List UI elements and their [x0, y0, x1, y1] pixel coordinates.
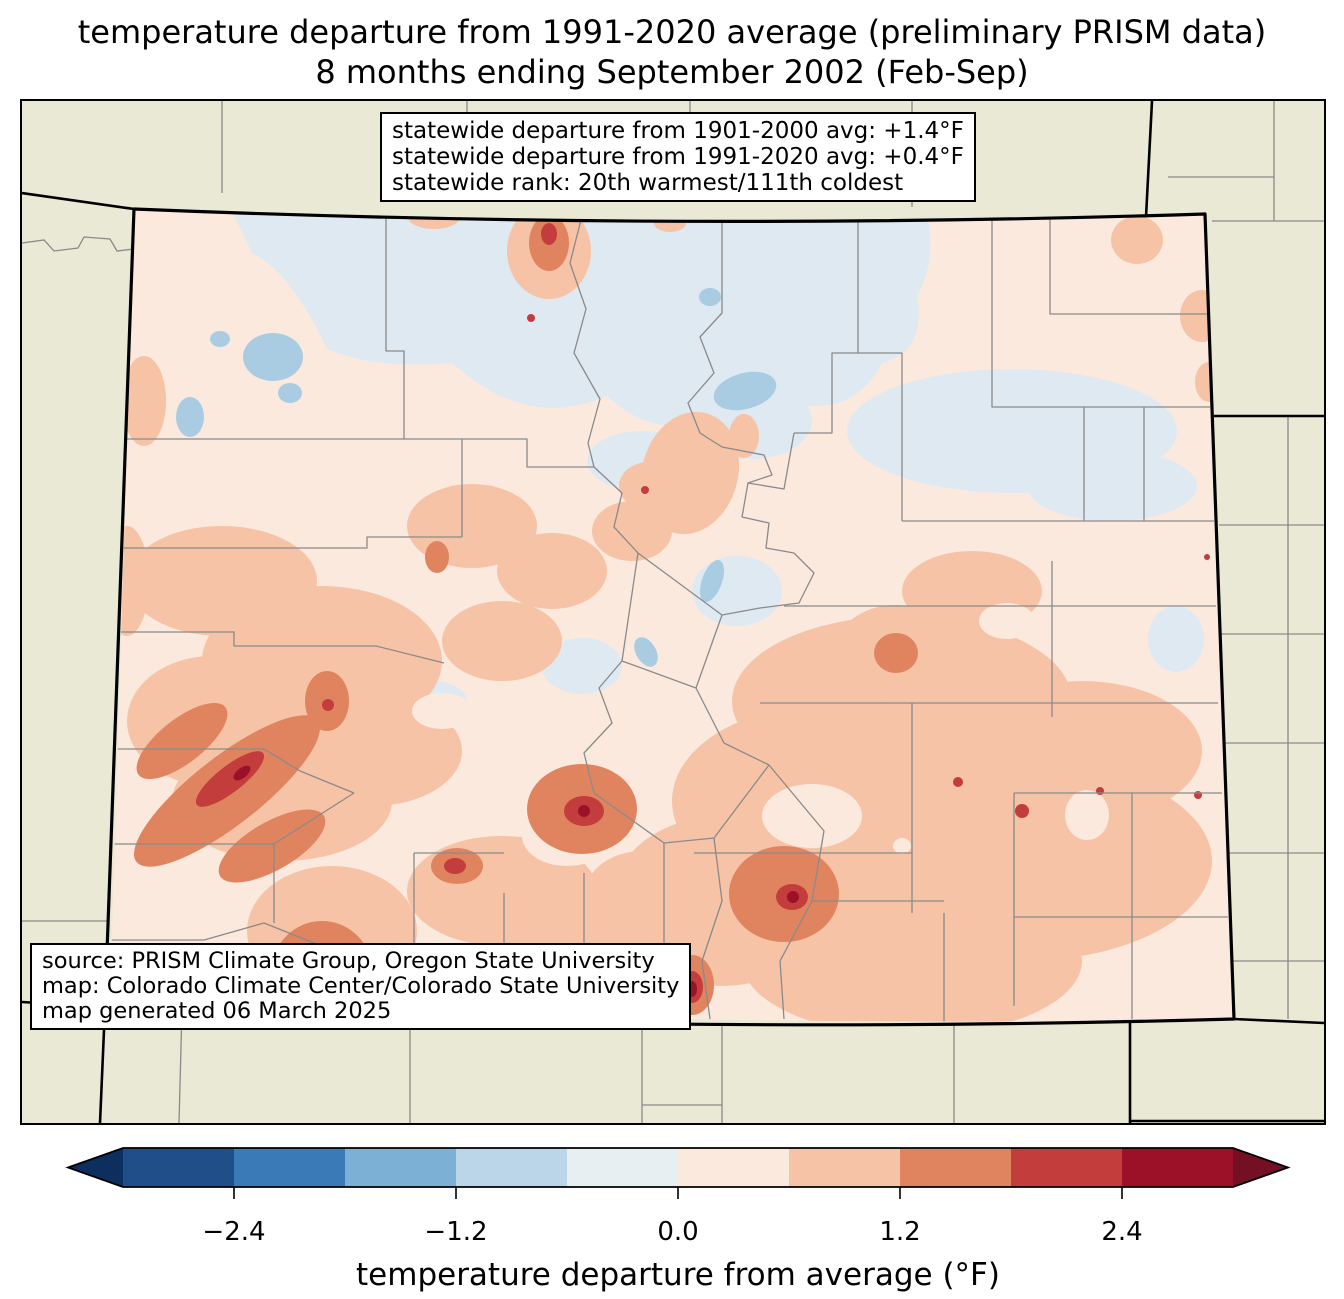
neighbor-county-lines	[22, 101, 1324, 1123]
stats-line-3: statewide rank: 20th warmest/111th colde…	[392, 170, 904, 196]
source-line-3: map generated 06 March 2025	[42, 998, 392, 1024]
colorbar-segment	[789, 1148, 901, 1187]
colorbar-segment	[567, 1148, 679, 1187]
colorbar-tick-label: −1.2	[424, 1217, 487, 1247]
figure-title: temperature departure from 1991-2020 ave…	[0, 12, 1344, 92]
source-attribution-box: source: PRISM Climate Group, Oregon Stat…	[30, 943, 692, 1030]
colorbar-segment	[1011, 1148, 1123, 1187]
map-axes: statewide departure from 1901-2000 avg: …	[20, 99, 1326, 1125]
colorbar-segment	[900, 1148, 1012, 1187]
colorbar-tick-label: 1.2	[879, 1217, 920, 1247]
stats-line-1: statewide departure from 1901-2000 avg: …	[392, 118, 964, 144]
colorbar-scale	[65, 1147, 1291, 1188]
statewide-stats-box: statewide departure from 1901-2000 avg: …	[380, 112, 976, 202]
colorbar-tick-label: 2.4	[1101, 1217, 1142, 1247]
colorbar-axis-label: temperature departure from average (°F)	[356, 1257, 1000, 1293]
colorbar-segment	[123, 1148, 235, 1187]
colorbar-under-arrow	[68, 1148, 123, 1187]
source-line-1: source: PRISM Climate Group, Oregon Stat…	[42, 948, 655, 974]
colorbar-over-arrow	[1233, 1148, 1288, 1187]
colorbar-segment	[345, 1148, 457, 1187]
title-line-2: 8 months ending September 2002 (Feb-Sep)	[315, 53, 1029, 91]
temperature-anomaly-fill	[110, 209, 1234, 1022]
colorbar-outline	[65, 1147, 1291, 1188]
colorbar-segment	[1122, 1148, 1234, 1187]
colorbar-ticks: −2.4 −1.2 0.0 1.2 2.4	[202, 1187, 1143, 1247]
colorbar-segment	[456, 1148, 568, 1187]
colorbar: −2.4 −1.2 0.0 1.2 2.4 temperature departure …	[65, 1147, 1291, 1293]
source-line-2: map: Colorado Climate Center/Colorado St…	[42, 973, 680, 999]
title-line-1: temperature departure from 1991-2020 ave…	[77, 13, 1267, 51]
colorbar-tick-label: −2.4	[202, 1217, 265, 1247]
colorbar-tick-label: 0.0	[657, 1217, 698, 1247]
stats-line-2: statewide departure from 1991-2020 avg: …	[392, 144, 964, 170]
colorbar-segment	[234, 1148, 346, 1187]
colorbar-segment	[678, 1148, 790, 1187]
